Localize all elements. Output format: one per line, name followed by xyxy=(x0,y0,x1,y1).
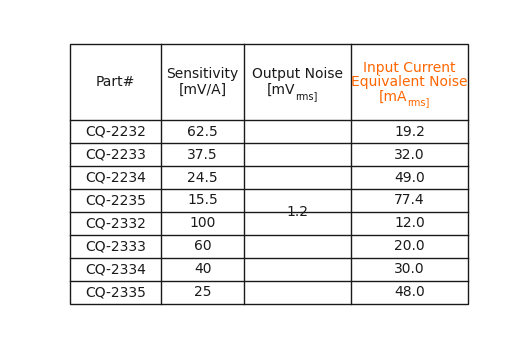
Text: CQ-2332: CQ-2332 xyxy=(85,216,146,230)
Text: CQ-2232: CQ-2232 xyxy=(85,125,146,139)
Text: 30.0: 30.0 xyxy=(394,262,425,276)
Text: Input Current: Input Current xyxy=(363,61,456,75)
Text: Part#: Part# xyxy=(96,75,135,89)
Text: 19.2: 19.2 xyxy=(394,125,425,139)
Text: 60: 60 xyxy=(194,239,212,253)
Text: CQ-2234: CQ-2234 xyxy=(85,171,146,184)
Text: CQ-2233: CQ-2233 xyxy=(85,148,146,162)
Text: [mV: [mV xyxy=(267,83,296,97)
Text: Sensitivity: Sensitivity xyxy=(166,67,239,81)
Text: 20.0: 20.0 xyxy=(394,239,425,253)
Text: rms]: rms] xyxy=(296,91,318,101)
Text: CQ-2335: CQ-2335 xyxy=(85,285,146,299)
Text: Output Noise: Output Noise xyxy=(252,67,343,81)
Text: 100: 100 xyxy=(190,216,216,230)
Text: 1.2: 1.2 xyxy=(287,205,309,219)
Text: 32.0: 32.0 xyxy=(394,148,425,162)
Text: 62.5: 62.5 xyxy=(187,125,218,139)
Text: rms]: rms] xyxy=(407,97,430,107)
Text: Equivalent Noise: Equivalent Noise xyxy=(351,75,468,89)
Text: CQ-2334: CQ-2334 xyxy=(85,262,146,276)
Text: CQ-2333: CQ-2333 xyxy=(85,239,146,253)
Text: [mA: [mA xyxy=(379,90,407,104)
Text: 49.0: 49.0 xyxy=(394,171,425,184)
Text: 12.0: 12.0 xyxy=(394,216,425,230)
Text: CQ-2235: CQ-2235 xyxy=(85,193,146,207)
Text: 37.5: 37.5 xyxy=(187,148,218,162)
Text: 48.0: 48.0 xyxy=(394,285,425,299)
Text: 40: 40 xyxy=(194,262,212,276)
Text: 77.4: 77.4 xyxy=(394,193,425,207)
Text: [mV/A]: [mV/A] xyxy=(178,83,227,97)
Text: 24.5: 24.5 xyxy=(187,171,218,184)
Text: 15.5: 15.5 xyxy=(187,193,218,207)
Text: 25: 25 xyxy=(194,285,212,299)
